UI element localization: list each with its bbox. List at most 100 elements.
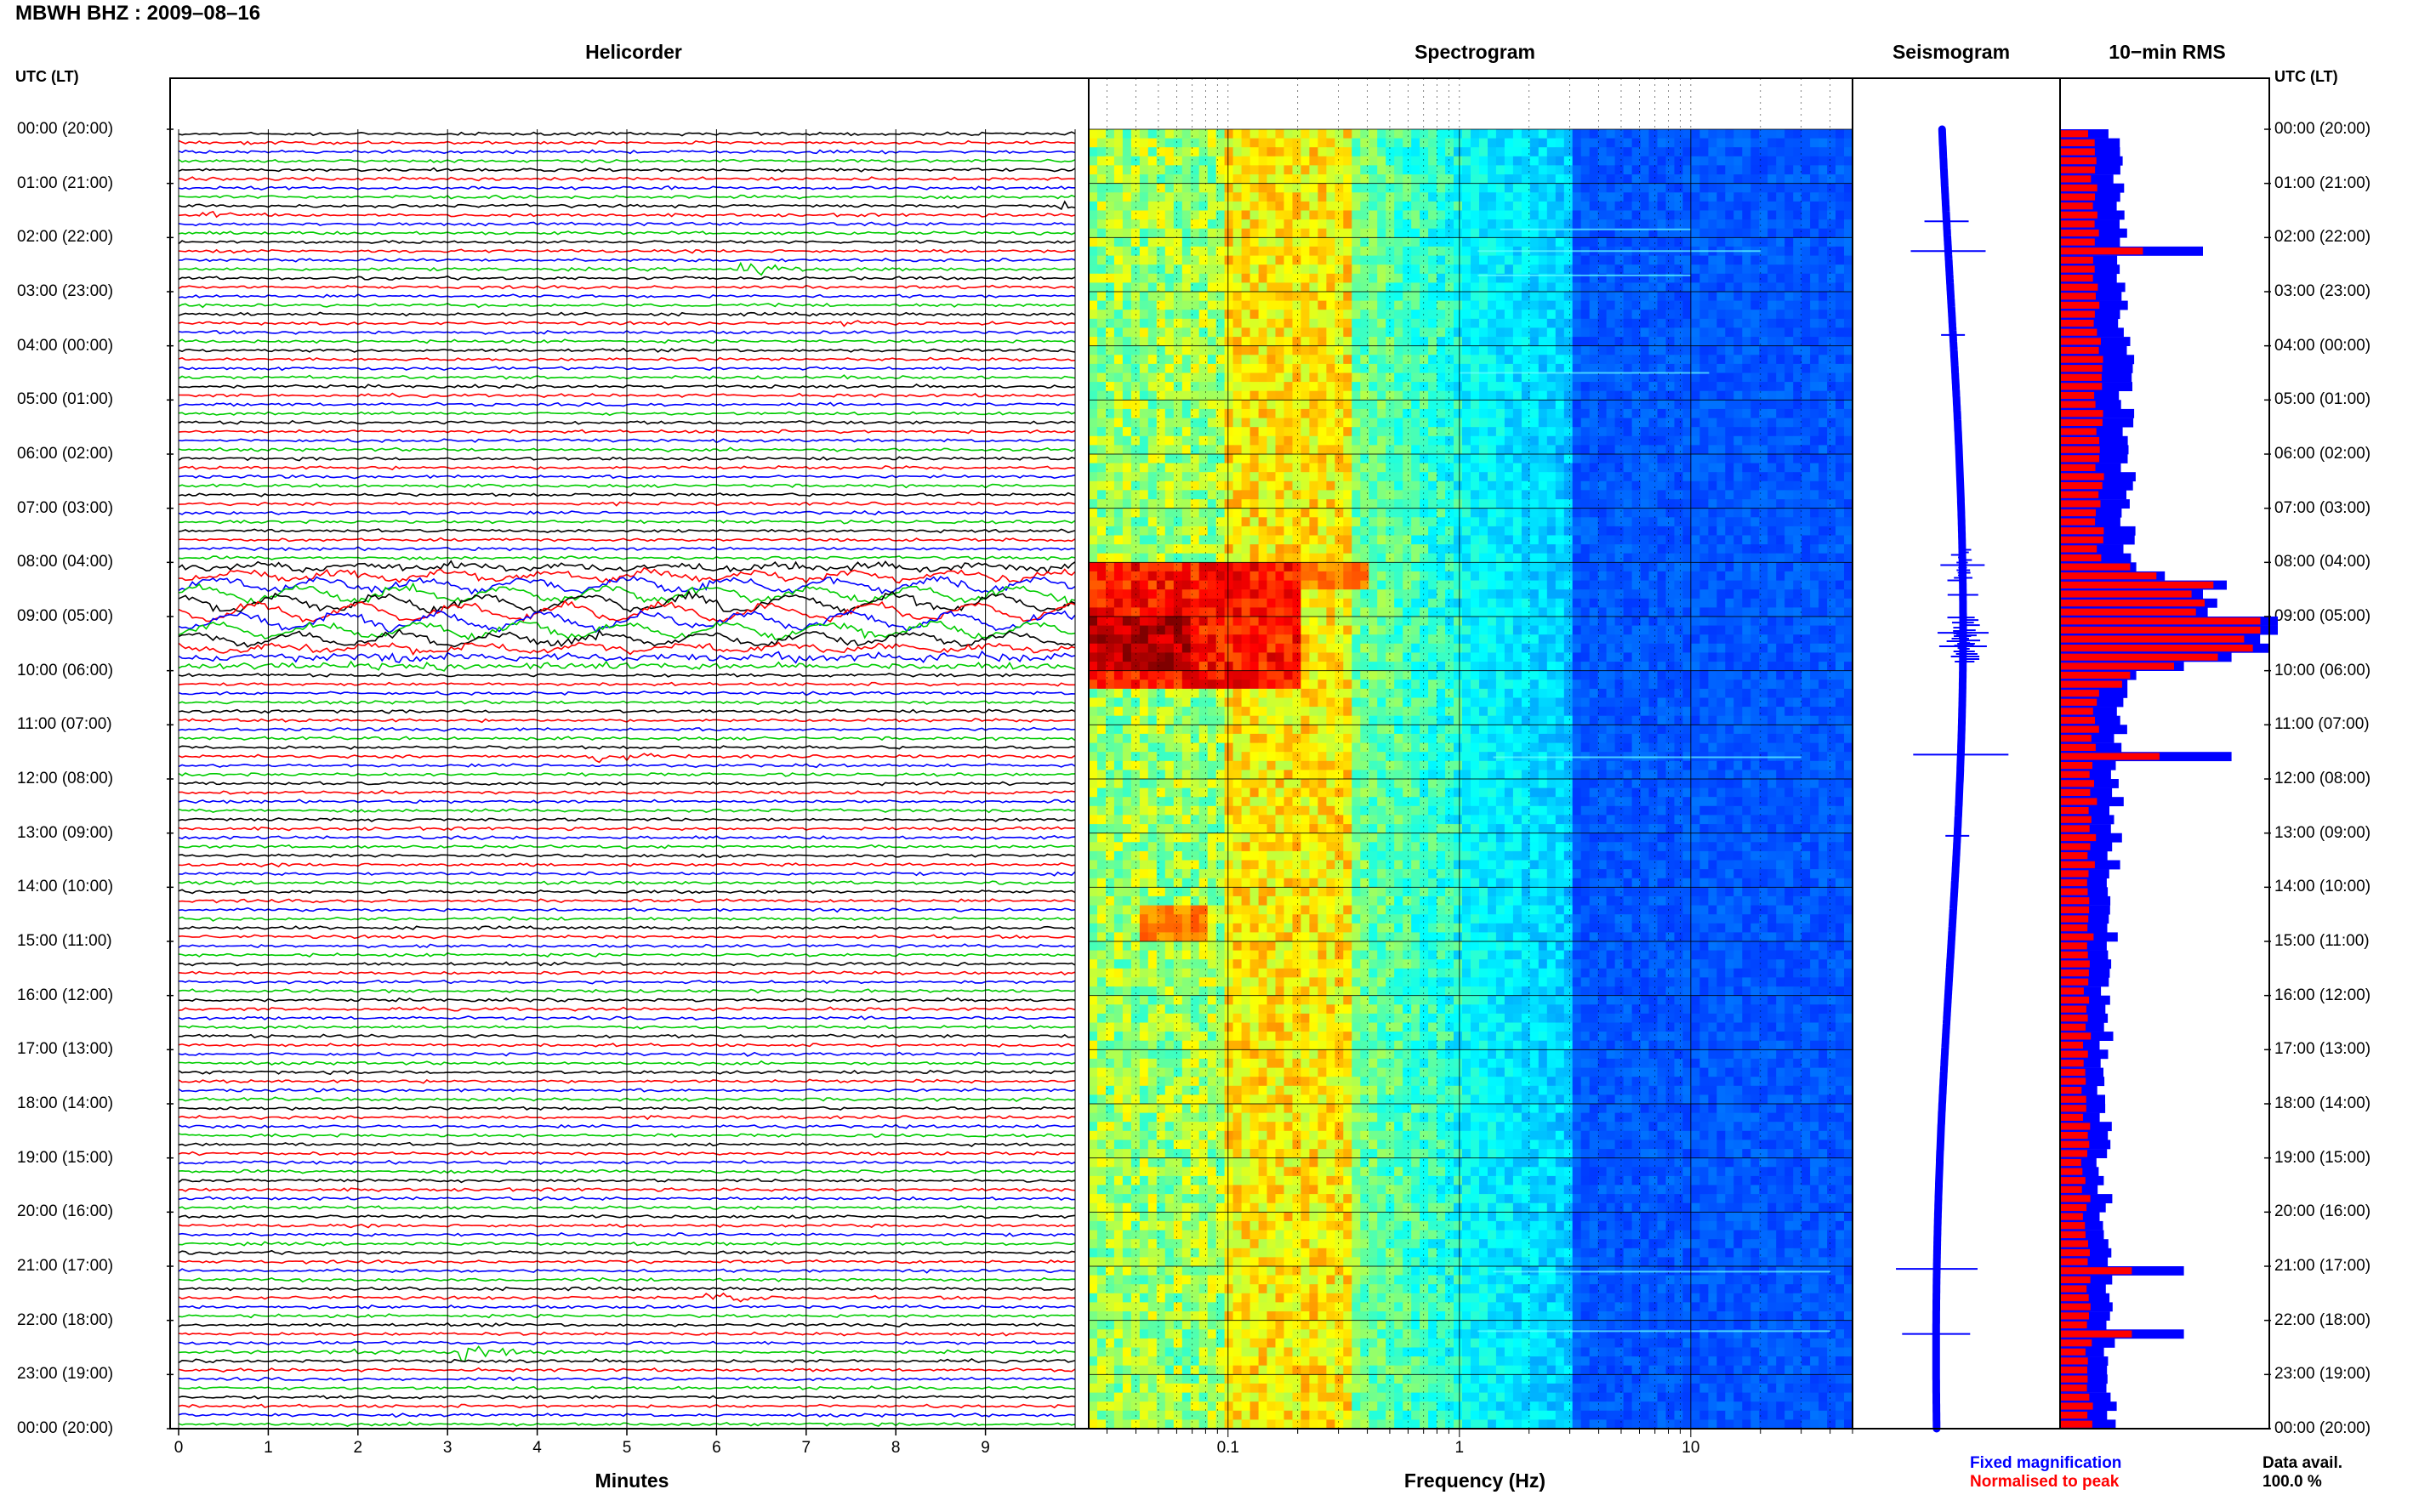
spectrogram-cell	[1233, 264, 1243, 274]
spectrogram-cell	[1301, 301, 1310, 310]
spectrogram-cell	[1089, 409, 1098, 418]
spectrogram-cell	[1352, 147, 1361, 156]
spectrogram-cell	[1437, 526, 1446, 536]
spectrogram-cell	[1343, 219, 1352, 229]
spectrogram-cell	[1827, 147, 1836, 156]
spectrogram-cell	[1318, 544, 1327, 554]
spectrogram-cell	[1784, 256, 1794, 265]
spectrogram-cell	[1590, 156, 1599, 166]
spectrogram-cell	[1836, 373, 1845, 383]
spectrogram-cell	[1725, 599, 1734, 608]
spectrogram-cell	[1801, 264, 1811, 274]
spectrogram-cell	[1259, 364, 1268, 373]
spectrogram-cell	[1284, 237, 1294, 247]
spectrogram-cell	[1454, 581, 1463, 590]
spectrogram-cell	[1598, 409, 1608, 418]
spectrogram-cell	[1352, 247, 1361, 256]
spectrogram-cell	[1165, 589, 1175, 599]
spectrogram-cell	[1445, 346, 1454, 355]
spectrogram-cell	[1547, 264, 1557, 274]
spectrogram-cell	[1326, 427, 1335, 436]
spectrogram-cell	[1276, 463, 1285, 473]
spectrogram-cell	[1801, 373, 1811, 383]
spectrogram-cell	[1131, 472, 1141, 481]
spectrogram-cell	[1742, 581, 1751, 590]
spectrogram-cell	[1658, 237, 1667, 247]
spectrogram-cell	[1547, 139, 1557, 148]
spectrogram-cell	[1793, 490, 1802, 499]
spectrogram-cell	[1750, 147, 1760, 156]
spectrogram-cell	[1658, 571, 1667, 581]
spectrogram-cell	[1318, 156, 1327, 166]
spectrogram-cell	[1326, 562, 1335, 571]
spectrogram-cell	[1182, 436, 1192, 446]
spectrogram-cell	[1445, 571, 1454, 581]
spectrogram-cell	[1199, 418, 1209, 428]
spectrogram-cell	[1827, 571, 1836, 581]
spectrogram-cell	[1343, 436, 1352, 446]
spectrogram-cell	[1097, 418, 1107, 428]
spectrogram-cell	[1547, 237, 1557, 247]
spectrogram-cell	[1716, 400, 1726, 409]
spectrogram-cell	[1259, 509, 1268, 518]
spectrogram-cell	[1607, 165, 1616, 174]
spectrogram-cell	[1488, 165, 1497, 174]
spectrogram-cell	[1598, 490, 1608, 499]
spectrogram-cell	[1590, 454, 1599, 463]
spectrogram-cell	[1157, 517, 1166, 526]
spectrogram-cell	[1462, 400, 1471, 409]
spectrogram-cell	[1556, 211, 1565, 220]
spectrogram-cell	[1496, 129, 1505, 139]
spectrogram-cell	[1649, 165, 1659, 174]
spectrogram-cell	[1242, 427, 1251, 436]
spectrogram-cell	[1369, 554, 1378, 563]
spectrogram-cell	[1590, 472, 1599, 481]
spectrogram-cell	[1140, 427, 1149, 436]
spectrogram-cell	[1716, 490, 1726, 499]
spectrogram-cell	[1479, 310, 1488, 319]
spectrogram-cell	[1208, 571, 1217, 581]
spectrogram-cell	[1386, 581, 1395, 590]
spectrogram-cell	[1437, 327, 1446, 337]
spectrogram-cell	[1708, 472, 1717, 481]
spectrogram-cell	[1793, 364, 1802, 373]
spectrogram-cell	[1624, 562, 1633, 571]
spectrogram-cell	[1666, 301, 1676, 310]
spectrogram-cell	[1199, 391, 1209, 401]
spectrogram-cell	[1352, 499, 1361, 509]
spectrogram-cell	[1819, 337, 1828, 346]
spectrogram-cell	[1369, 409, 1378, 418]
spectrogram-cell	[1377, 526, 1386, 536]
spectrogram-cell	[1479, 337, 1488, 346]
spectrogram-cell	[1420, 373, 1429, 383]
spectrogram-cell	[1742, 184, 1751, 193]
spectrogram-cell	[1725, 319, 1734, 328]
spectrogram-cell	[1742, 202, 1751, 211]
spectrogram-cell	[1454, 192, 1463, 202]
spectrogram-cell	[1208, 427, 1217, 436]
spectrogram-cell	[1284, 337, 1294, 346]
spectrogram-cell	[1097, 445, 1107, 454]
spectrogram-cell	[1454, 292, 1463, 301]
spectrogram-cell	[1598, 427, 1608, 436]
spectrogram-cell	[1191, 237, 1200, 247]
spectrogram-cell	[1369, 355, 1378, 364]
spectrogram-cell	[1352, 373, 1361, 383]
spectrogram-cell	[1233, 129, 1243, 139]
spectrogram-cell	[1437, 282, 1446, 292]
spectrogram-cell	[1801, 202, 1811, 211]
spectrogram-cell	[1454, 517, 1463, 526]
spectrogram-cell	[1360, 373, 1369, 383]
spectrogram-cell	[1233, 337, 1243, 346]
spectrogram-cell	[1114, 165, 1124, 174]
spectrogram-cell	[1810, 463, 1819, 473]
spectrogram-cell	[1530, 499, 1540, 509]
spectrogram-cell	[1411, 526, 1420, 536]
spectrogram-cell	[1793, 346, 1802, 355]
spectrogram-cell	[1335, 337, 1344, 346]
spectrogram-cell	[1089, 310, 1098, 319]
spectrogram-cell	[1699, 310, 1709, 319]
spectrogram-cell	[1343, 355, 1352, 364]
spectrogram-cell	[1437, 562, 1446, 571]
spectrogram-cell	[1394, 337, 1403, 346]
